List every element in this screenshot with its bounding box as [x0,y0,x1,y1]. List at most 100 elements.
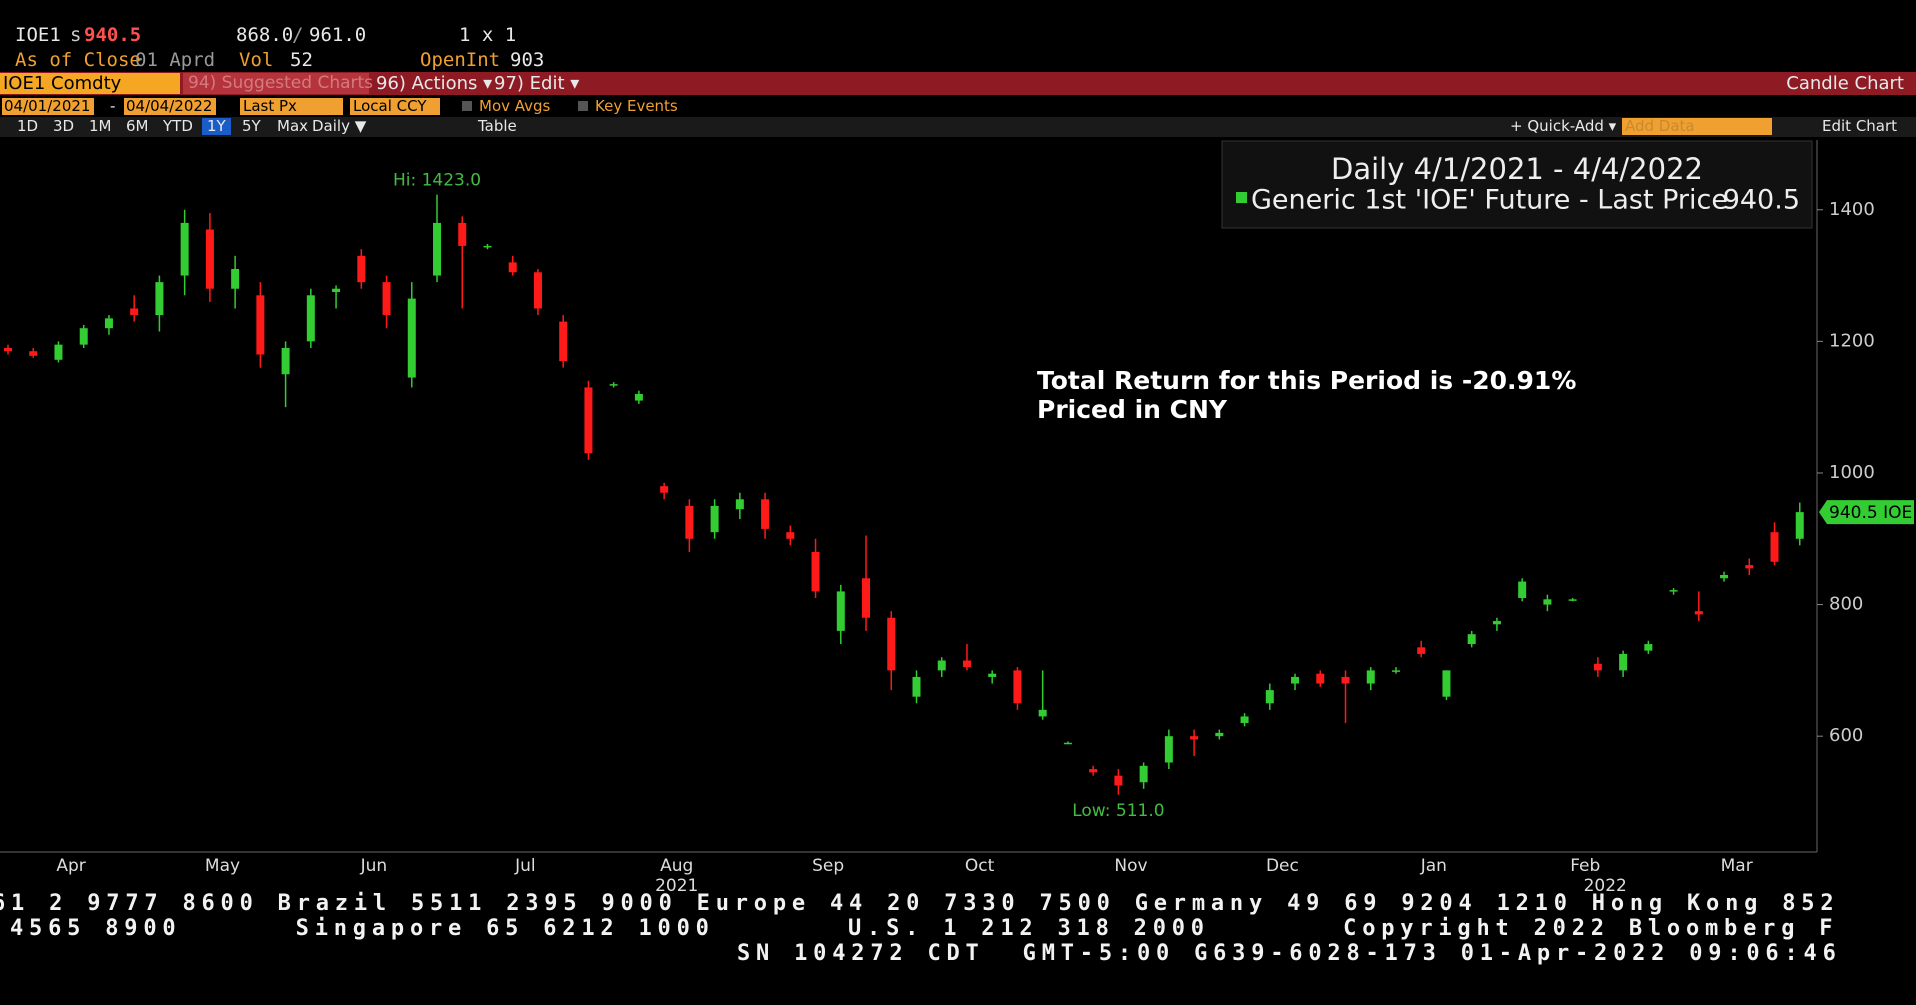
checkbox[interactable] [462,101,472,111]
key-events[interactable]: Key Events [595,97,678,115]
annotation: Total Return for this Period is -20.91% [1037,366,1576,395]
y-tick-label: 800 [1829,594,1863,615]
candle-body [256,295,265,355]
oi: 903 [510,49,545,71]
frequency[interactable]: Daily ▼ [312,117,367,135]
candle-body [306,295,315,342]
period-button[interactable]: 5Y [242,117,261,135]
y-tick-label: 1200 [1829,330,1875,351]
candle-body [281,347,290,375]
candle-body [685,505,694,539]
candle-body [180,222,189,276]
candle-body [761,499,770,529]
candle-body [1467,634,1476,645]
candle-body [912,676,921,697]
hi-label: Hi: 1423.0 [393,171,481,191]
table-button[interactable]: Table [478,117,517,135]
menu-bar [0,72,1916,95]
vol-label: Vol [239,49,274,71]
candle-body [1013,670,1022,704]
period-button[interactable]: 3D [53,117,75,135]
candle-body [1366,670,1375,684]
candle-body [4,347,12,352]
edit-menu[interactable]: 97) Edit ▾ [494,73,580,94]
y-tick-label: 600 [1829,725,1863,746]
candle-body [786,532,795,539]
mov-avgs[interactable]: Mov Avgs [479,97,551,115]
x-tick-label: Aug [660,856,693,876]
candle-body [1543,599,1552,605]
candle-body [660,486,669,493]
candle-body [609,384,618,386]
candle-body [1644,644,1653,651]
candle-body [357,255,366,283]
candle-body [1089,769,1098,773]
as-of: As of Close [15,49,141,71]
candle-body [1391,670,1400,672]
candle-body [1694,611,1703,615]
date-dash: - [110,97,116,115]
edit-chart[interactable]: Edit Chart [1822,117,1898,135]
candle-body [433,222,442,276]
candle-body [508,262,517,273]
candle-body [634,394,643,401]
period-button[interactable]: YTD [163,117,193,135]
legend-series: Generic 1st 'IOE' Future - Last Price [1251,185,1728,216]
candle-body [332,288,341,293]
y-tick-label: 1400 [1829,199,1875,220]
period-button[interactable]: 1D [17,117,39,135]
footer-line: 4565 8900 Singapore 65 6212 1000 U.S. 1 … [10,916,1839,941]
legend-swatch [1236,192,1247,203]
period-button[interactable]: 1Y [202,118,231,135]
candle-body [1063,742,1072,745]
candle-body [407,298,416,378]
candle-body [1568,599,1577,601]
candle-body [937,660,946,671]
candle-body [988,673,997,677]
candle-body [1114,775,1123,786]
candle-body [836,591,845,631]
candle-body [1291,676,1300,684]
period-button[interactable]: 6M [126,117,149,135]
y-tick-label: 1000 [1829,462,1875,483]
period-button[interactable]: Max [277,117,309,135]
year-label: 2022 [1584,876,1627,896]
candle-body [54,344,63,360]
candle-body [1139,765,1148,783]
prefix: s [70,24,82,46]
price-tag-bg [1819,500,1914,525]
checkbox[interactable] [578,101,588,111]
separator: / [292,24,304,46]
candle-body [1442,670,1451,697]
actions-menu[interactable]: 96) Actions ▾ [376,73,493,94]
add-data[interactable]: Add Data [1622,118,1772,135]
as-of-date: 01 Aprd [135,49,216,71]
end-date[interactable]: 04/04/2022 [124,98,216,115]
candle-body [862,578,871,618]
candle-body [1215,732,1224,737]
x-tick-label: Dec [1266,856,1299,876]
candle-body [1492,621,1501,625]
x-tick-label: Sep [812,856,844,876]
candle-body [29,351,38,356]
start-date[interactable]: 04/01/2021 [2,98,94,115]
candle-body [1240,716,1249,724]
quick-add[interactable]: + Quick-Add ▾ [1510,117,1617,135]
candle-body [79,328,88,345]
chart-type: Candle Chart [1786,73,1904,94]
candle-body [1341,676,1350,684]
currency-select[interactable]: Local CCY [350,98,440,115]
period-button[interactable]: 1M [89,117,112,135]
footer-line: SN 104272 CDT GMT-5:00 G639-6028-173 01-… [737,941,1842,966]
candle-body [1265,690,1274,704]
x-tick-label: Jan [1420,856,1447,876]
candle-body [584,387,593,454]
layout: 1 x 1 [459,24,517,46]
candle-body [483,245,492,248]
suggested-charts[interactable]: 94) Suggested Charts [183,73,373,94]
field-select[interactable]: Last Px [240,98,343,115]
security-field[interactable]: IOE1 Comdty [0,73,180,94]
vol: 52 [290,49,313,71]
